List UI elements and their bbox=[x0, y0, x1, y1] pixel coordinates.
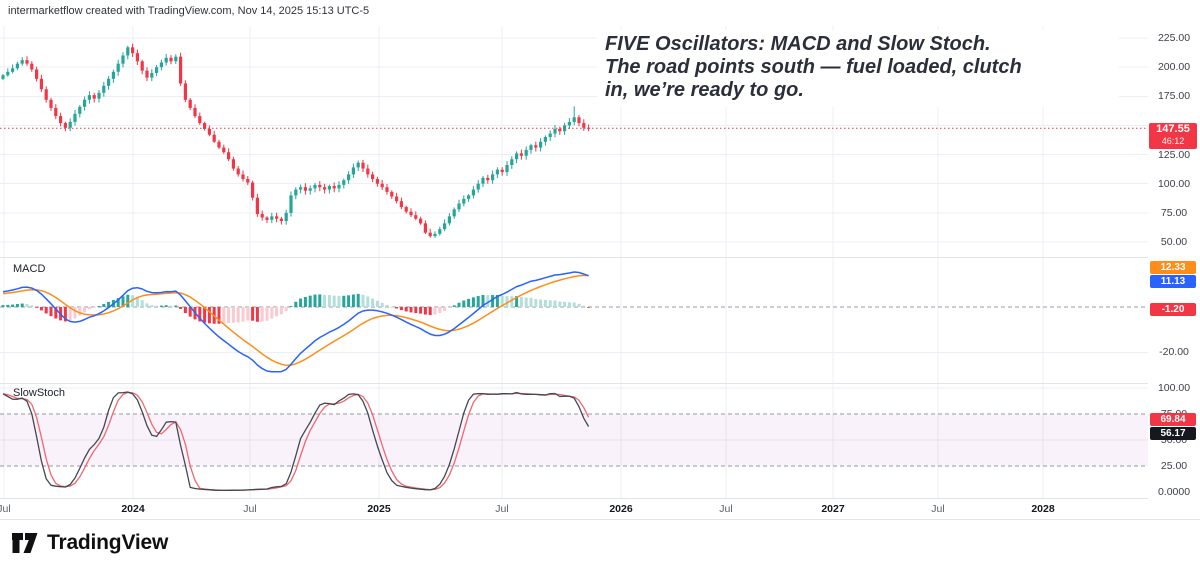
price-axis-label: 50.00 bbox=[1160, 235, 1188, 248]
price-axis-label: 200.00 bbox=[1157, 61, 1191, 74]
price-axis-label: 125.00 bbox=[1157, 148, 1191, 161]
price-axis-label: 175.00 bbox=[1157, 90, 1191, 103]
bar-countdown: 46:12 bbox=[1161, 135, 1185, 146]
stoch-k-badge: 56.17 bbox=[1150, 427, 1196, 441]
time-axis-tick: Jul bbox=[719, 503, 733, 515]
time-axis-tick: 2026 bbox=[609, 503, 633, 515]
macd-value-badge: 11.13 bbox=[1150, 275, 1196, 289]
tradingview-logo-icon bbox=[12, 532, 38, 553]
text-annotation[interactable]: FIVE Oscillators: MACD and Slow Stoch. T… bbox=[597, 30, 1119, 107]
time-axis-tick: 2027 bbox=[821, 503, 845, 515]
annotation-line-1: FIVE Oscillators: MACD and Slow Stoch. bbox=[605, 33, 991, 55]
price-axis-label: 75.00 bbox=[1160, 206, 1188, 219]
panel-separator[interactable] bbox=[0, 383, 1200, 384]
time-axis-border bbox=[0, 498, 1200, 499]
macd-axis-label: -20.00 bbox=[1159, 346, 1189, 359]
chart-bottom-border bbox=[0, 519, 1200, 520]
time-axis-tick: 2025 bbox=[367, 503, 391, 515]
time-axis-tick: 2028 bbox=[1031, 503, 1055, 515]
stoch-axis-label: 25.00 bbox=[1160, 460, 1188, 472]
stoch-axis-label: 100.00 bbox=[1157, 382, 1191, 394]
time-scale[interactable]: Jul 2024 Jul 2025 Jul 2026 Jul 2027 Jul 2028 bbox=[0, 499, 1200, 519]
macd-indicator-label[interactable]: MACD bbox=[13, 263, 46, 275]
slowstoch-indicator-label[interactable]: SlowStoch bbox=[13, 387, 65, 399]
annotation-line-3: in, we’re ready to go. bbox=[605, 79, 804, 101]
macd-signal-badge: 12.33 bbox=[1150, 261, 1196, 275]
time-axis-tick: Jul bbox=[495, 503, 509, 515]
tradingview-logo-text: TradingView bbox=[47, 531, 169, 554]
price-scale[interactable]: 147.55 46:12 225.00 200.00 175.00 125.00 100… bbox=[1148, 0, 1200, 519]
stoch-d-badge: 69.84 bbox=[1150, 412, 1196, 426]
last-price-value: 147.55 bbox=[1156, 122, 1190, 135]
stoch-axis-label: 0.0000 bbox=[1157, 486, 1191, 498]
macd-hist-badge: -1.20 bbox=[1150, 303, 1196, 317]
panel-separator[interactable] bbox=[0, 257, 1200, 258]
tradingview-logo[interactable]: TradingView bbox=[12, 531, 168, 555]
price-axis-label: 100.00 bbox=[1157, 177, 1191, 190]
annotation-line-2: The road points south — fuel loaded, clu… bbox=[605, 56, 1022, 78]
time-axis-tick: Jul bbox=[0, 503, 11, 515]
chart-attribution: intermarketflow created with TradingView… bbox=[8, 5, 370, 17]
chart-canvas[interactable] bbox=[0, 0, 1148, 520]
last-price-badge: 147.55 46:12 bbox=[1149, 122, 1197, 149]
time-axis-tick: Jul bbox=[931, 503, 945, 515]
price-axis-label: 225.00 bbox=[1157, 32, 1191, 44]
time-axis-tick: 2024 bbox=[121, 503, 145, 515]
time-axis-tick: Jul bbox=[243, 503, 257, 515]
